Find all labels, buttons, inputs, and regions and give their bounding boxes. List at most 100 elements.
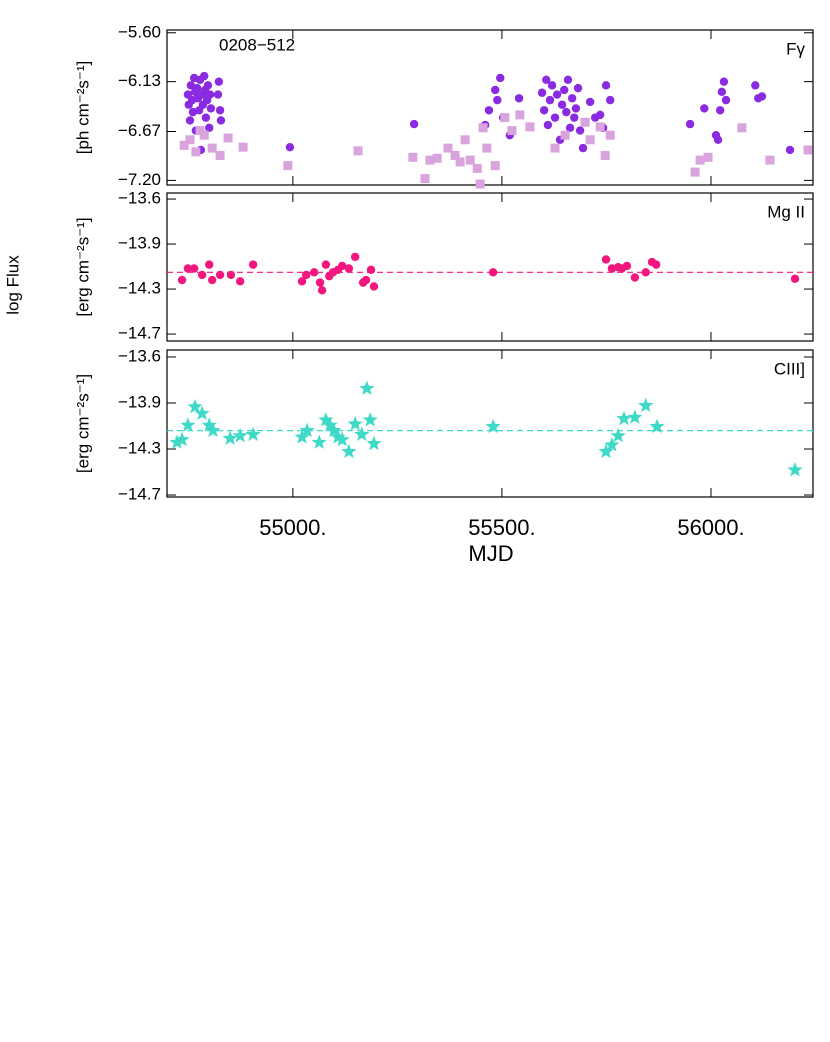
star-marker xyxy=(787,462,803,477)
square-marker xyxy=(490,161,500,171)
x-tick-label: 55500. xyxy=(468,515,535,540)
square-marker xyxy=(803,145,813,155)
square-marker xyxy=(600,150,610,160)
circle-marker xyxy=(203,81,213,90)
star-marker xyxy=(180,417,196,432)
circle-marker xyxy=(542,75,551,85)
star-marker xyxy=(598,443,614,459)
square-marker xyxy=(580,117,590,127)
square-marker xyxy=(195,126,205,136)
y-tick-label: −14.7 xyxy=(118,485,161,504)
square-marker xyxy=(408,152,418,162)
y-axis-label: [erg cm⁻²s⁻¹] xyxy=(73,217,92,316)
square-marker xyxy=(475,179,485,189)
star-marker xyxy=(194,405,210,420)
square-marker xyxy=(482,143,492,153)
circle-marker xyxy=(606,95,615,105)
y-tick-label: −13.9 xyxy=(118,234,161,253)
circle-marker xyxy=(369,282,379,291)
circle-marker xyxy=(297,277,307,286)
star-marker xyxy=(294,429,310,444)
circle-marker xyxy=(700,104,709,113)
star-marker xyxy=(366,435,382,451)
circle-marker xyxy=(185,116,195,125)
star-marker xyxy=(318,412,334,427)
star-marker xyxy=(311,434,327,449)
star-marker xyxy=(604,437,620,452)
circle-marker xyxy=(192,83,202,93)
circle-marker xyxy=(514,94,524,103)
circle-marker xyxy=(197,270,207,280)
star-marker xyxy=(232,427,248,443)
circle-marker xyxy=(496,73,505,83)
y-tick-label: −6.13 xyxy=(118,71,161,90)
square-marker xyxy=(690,167,700,177)
star-marker xyxy=(299,422,315,438)
circle-marker xyxy=(575,126,585,135)
star-marker xyxy=(201,417,217,432)
square-marker xyxy=(425,155,435,165)
circle-marker xyxy=(216,116,226,125)
circle-marker xyxy=(317,286,327,295)
circle-marker xyxy=(601,255,611,264)
square-marker xyxy=(472,163,482,173)
panel-annotation: Fγ xyxy=(786,39,805,58)
circle-marker xyxy=(206,104,216,113)
panel-frame xyxy=(166,29,814,186)
y-tick-label: −7.20 xyxy=(118,170,161,189)
x-tick-label: 55000. xyxy=(259,515,326,540)
circle-marker xyxy=(409,119,419,129)
square-marker xyxy=(507,126,517,136)
circle-marker xyxy=(545,95,555,105)
circle-marker xyxy=(570,113,579,122)
square-marker xyxy=(179,140,189,150)
circle-marker xyxy=(321,260,331,269)
star-marker xyxy=(174,431,190,447)
panel-frame xyxy=(166,192,814,342)
square-marker xyxy=(595,122,605,132)
y-tick-label: −14.3 xyxy=(118,279,161,298)
circle-marker xyxy=(248,260,258,269)
shared-y-label: log Flux xyxy=(3,255,22,315)
square-marker xyxy=(353,146,363,156)
square-marker xyxy=(238,142,248,152)
circle-marker xyxy=(595,110,605,120)
square-marker xyxy=(560,130,570,140)
circle-marker xyxy=(560,85,569,95)
square-marker xyxy=(737,123,747,133)
y-tick-label: −14.7 xyxy=(118,324,161,343)
square-marker xyxy=(695,155,705,165)
circle-marker xyxy=(215,270,225,280)
square-marker xyxy=(199,130,209,140)
circle-marker xyxy=(177,275,187,285)
square-marker xyxy=(605,130,615,140)
circle-marker xyxy=(235,277,245,286)
circle-marker xyxy=(488,268,498,277)
square-marker xyxy=(460,135,470,145)
square-marker xyxy=(478,123,488,133)
star-marker xyxy=(334,431,350,447)
square-marker xyxy=(223,133,233,143)
circle-marker xyxy=(350,252,360,262)
circle-marker xyxy=(685,119,695,129)
panel-frame xyxy=(166,349,814,498)
star-marker xyxy=(187,398,203,414)
star-marker xyxy=(485,418,501,434)
circle-marker xyxy=(571,104,581,113)
y-tick-label: −13.6 xyxy=(118,189,161,208)
circle-marker xyxy=(717,87,727,97)
circle-marker xyxy=(751,81,760,90)
circle-marker xyxy=(285,142,295,152)
circle-marker xyxy=(641,268,650,277)
circle-marker xyxy=(309,268,319,277)
circle-marker xyxy=(189,264,199,273)
circle-marker xyxy=(547,81,557,90)
circle-marker xyxy=(344,264,354,273)
star-marker xyxy=(616,410,632,426)
panel-label: 0208−512 xyxy=(219,35,295,54)
circle-marker xyxy=(790,274,800,283)
circle-marker xyxy=(713,135,723,144)
circle-marker xyxy=(183,264,193,273)
square-marker xyxy=(283,161,293,171)
